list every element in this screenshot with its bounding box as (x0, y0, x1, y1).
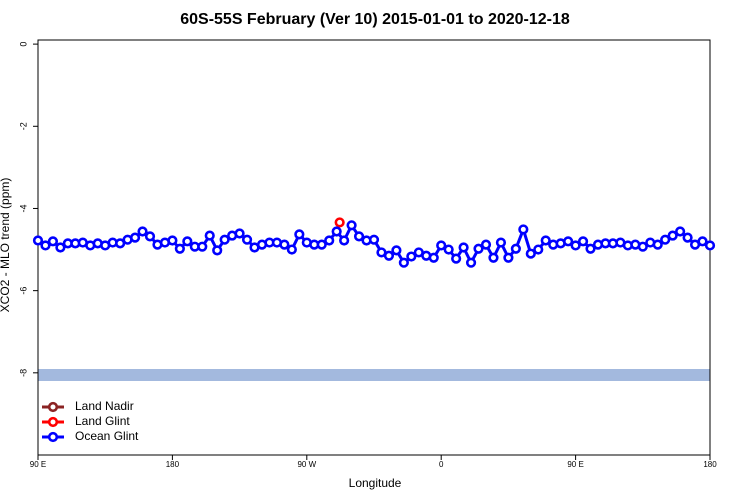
x-tick-label: 90 E (30, 460, 46, 469)
point (503, 252, 514, 263)
point (577, 236, 589, 247)
point (129, 232, 141, 243)
point (488, 252, 499, 263)
legend-marker (47, 416, 59, 428)
point (316, 239, 327, 250)
point (174, 243, 185, 254)
point (212, 245, 223, 256)
point (331, 226, 342, 237)
point (510, 243, 521, 254)
point (458, 242, 469, 253)
point (346, 220, 357, 231)
point (339, 235, 350, 246)
point (234, 228, 245, 239)
legend-label: Ocean Glint (75, 429, 139, 443)
y-tick-label: -8 (18, 369, 28, 377)
legend-label: Land Nadir (75, 399, 134, 413)
x-tick-label: 180 (703, 460, 717, 469)
point (391, 245, 402, 256)
point (667, 230, 678, 241)
point (675, 226, 686, 237)
point (637, 241, 648, 252)
point (443, 244, 454, 255)
point (55, 242, 66, 253)
point (137, 226, 148, 237)
point (540, 235, 551, 246)
point (167, 235, 178, 246)
point (585, 243, 596, 254)
point (682, 232, 693, 243)
legend-label: Land Glint (75, 414, 130, 428)
y-axis-label: XCO2 - MLO trend (ppm) (0, 178, 12, 313)
point (219, 234, 230, 245)
x-tick-label: 90 E (567, 460, 583, 469)
point (660, 234, 671, 245)
point (570, 240, 581, 251)
point (144, 231, 156, 242)
y-tick-label: -6 (18, 287, 28, 295)
point (697, 236, 708, 247)
point (436, 240, 447, 251)
point (451, 253, 462, 264)
legend-marker (47, 401, 59, 413)
point (115, 238, 126, 249)
x-tick-label: 90 W (297, 460, 316, 469)
point (47, 236, 59, 247)
point (241, 234, 253, 245)
point (383, 250, 395, 261)
point (353, 231, 365, 242)
x-tick-label: 0 (439, 460, 444, 469)
point (197, 241, 208, 252)
point (533, 244, 544, 255)
point (40, 240, 51, 251)
point (704, 240, 716, 251)
point (334, 217, 345, 228)
point (324, 235, 335, 246)
coverage-band (38, 369, 710, 381)
x-tick-label: 180 (166, 460, 180, 469)
point (406, 251, 417, 262)
point (32, 235, 44, 246)
point (182, 236, 193, 247)
point (652, 239, 663, 250)
point (473, 243, 484, 254)
point (480, 239, 492, 250)
point (518, 224, 529, 235)
y-tick-label: -4 (18, 204, 28, 212)
point (398, 257, 409, 268)
point (428, 252, 439, 263)
point (495, 237, 507, 248)
chart-title: 60S-55S February (Ver 10) 2015-01-01 to … (180, 11, 570, 28)
point (368, 234, 380, 245)
point (294, 229, 305, 240)
point (279, 239, 290, 250)
y-tick-label: -2 (18, 122, 28, 130)
point (525, 248, 536, 259)
y-tick-label: 0 (18, 42, 28, 47)
x-axis-label: Longitude (349, 476, 402, 490)
legend-marker (47, 431, 59, 443)
point (204, 230, 215, 241)
point (465, 257, 477, 268)
point (563, 236, 574, 247)
point (286, 244, 297, 255)
